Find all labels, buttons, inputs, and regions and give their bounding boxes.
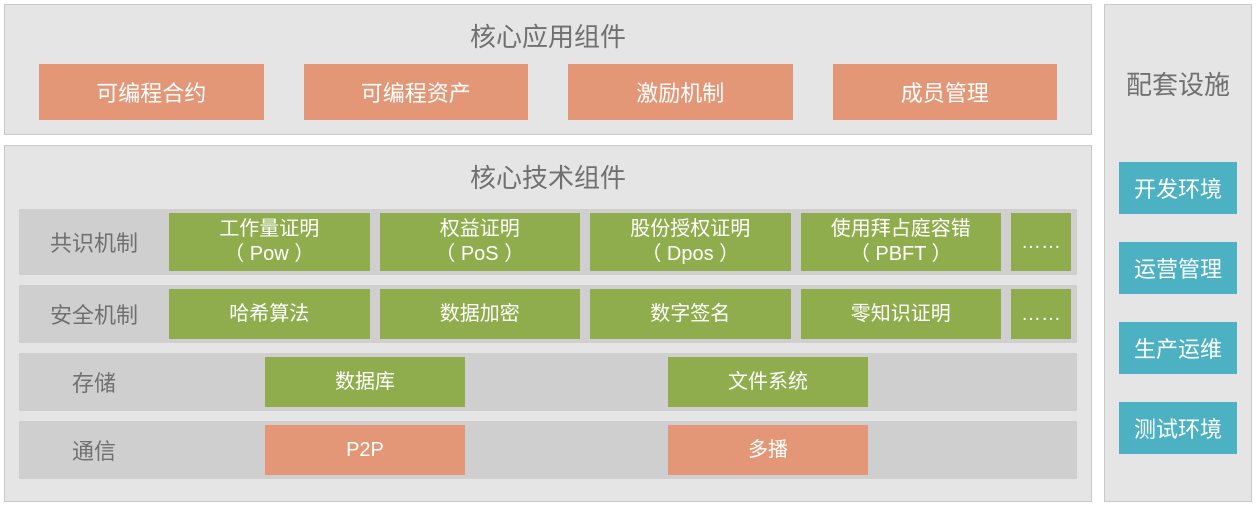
core-apps-panel: 核心应用组件 可编程合约 可编程资产 激励机制 成员管理 [4,4,1092,135]
facility-ops-mgmt: 运营管理 [1119,242,1237,294]
core-apps-title: 核心应用组件 [19,11,1077,64]
security-zkp: 零知识证明 [801,289,1002,339]
comm-multicast: 多播 [668,425,868,475]
spacer [465,357,668,407]
main-column: 核心应用组件 可编程合约 可编程资产 激励机制 成员管理 核心技术组件 共识机制… [4,4,1092,502]
security-more: …… [1011,289,1071,339]
facility-prod-ops: 生产运维 [1119,322,1237,374]
core-tech-title: 核心技术组件 [19,152,1077,205]
consensus-pow: 工作量证明 （ Pow ） [169,213,370,271]
security-sign: 数字签名 [590,289,791,339]
row-comm-label: 通信 [19,421,169,479]
row-security-items: 哈希算法 数据加密 数字签名 零知识证明 …… [169,285,1077,343]
security-hash: 哈希算法 [169,289,370,339]
facilities-panel: 配套设施 开发环境 运营管理 生产运维 测试环境 [1104,4,1252,502]
row-storage-label: 存储 [19,353,169,411]
security-encrypt: 数据加密 [380,289,581,339]
app-incentive: 激励机制 [568,64,793,120]
facilities-items: 开发环境 运营管理 生产运维 测试环境 [1115,162,1241,454]
spacer [175,425,265,475]
side-column: 配套设施 开发环境 运营管理 生产运维 测试环境 [1104,4,1252,502]
row-storage: 存储 数据库 文件系统 [19,353,1077,411]
row-consensus: 共识机制 工作量证明 （ Pow ） 权益证明 （ PoS ） 股份授权证明 （… [19,209,1077,275]
tech-rows: 共识机制 工作量证明 （ Pow ） 权益证明 （ PoS ） 股份授权证明 （… [19,209,1077,479]
facility-test-env: 测试环境 [1119,402,1237,454]
consensus-pbft: 使用拜占庭容错 （ PBFT ） [801,213,1002,271]
consensus-more: …… [1011,213,1071,271]
spacer [868,425,1071,475]
app-member-mgmt: 成员管理 [833,64,1058,120]
core-tech-panel: 核心技术组件 共识机制 工作量证明 （ Pow ） 权益证明 （ PoS ） 股… [4,145,1092,502]
row-consensus-label: 共识机制 [19,209,169,275]
spacer [175,357,265,407]
row-comm-items: P2P 多播 [169,421,1077,479]
spacer [465,425,668,475]
row-security: 安全机制 哈希算法 数据加密 数字签名 零知识证明 …… [19,285,1077,343]
row-storage-items: 数据库 文件系统 [169,353,1077,411]
row-security-label: 安全机制 [19,285,169,343]
facilities-title: 配套设施 [1115,15,1241,162]
storage-fs: 文件系统 [668,357,868,407]
app-programmable-asset: 可编程资产 [304,64,529,120]
storage-db: 数据库 [265,357,465,407]
consensus-dpos: 股份授权证明 （ Dpos ） [590,213,791,271]
comm-p2p: P2P [265,425,465,475]
spacer [868,357,1071,407]
row-consensus-items: 工作量证明 （ Pow ） 权益证明 （ PoS ） 股份授权证明 （ Dpos… [169,209,1077,275]
core-apps-row: 可编程合约 可编程资产 激励机制 成员管理 [19,64,1077,120]
row-comm: 通信 P2P 多播 [19,421,1077,479]
app-programmable-contract: 可编程合约 [39,64,264,120]
consensus-pos: 权益证明 （ PoS ） [380,213,581,271]
facility-dev-env: 开发环境 [1119,162,1237,214]
